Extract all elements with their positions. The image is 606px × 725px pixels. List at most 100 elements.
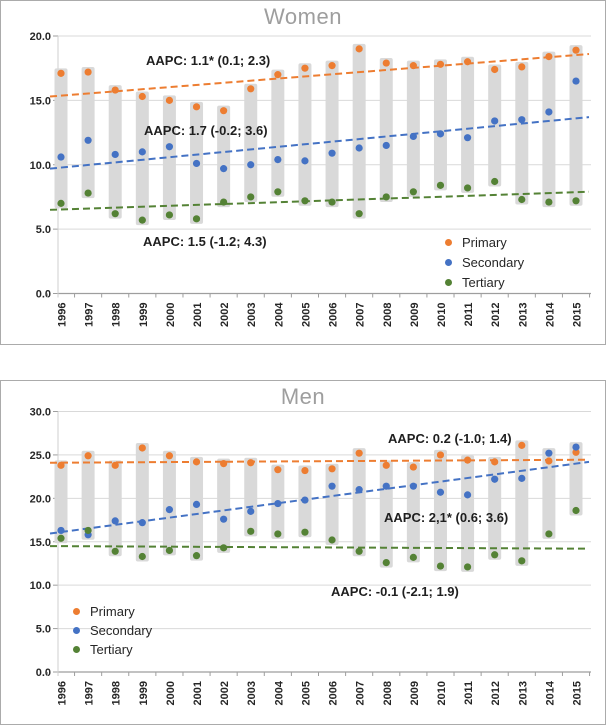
data-point-tertiary-2012 [491,177,499,186]
trendline-primary [49,53,590,98]
data-point-primary-2005 [301,64,309,72]
data-point-secondary-2009 [409,132,417,141]
data-point-tertiary-2002 [220,544,228,552]
legend-item-primary: Primary [73,602,152,621]
data-point-primary-2009 [409,463,417,471]
data-point-secondary-2015 [572,77,580,85]
range-bar [54,460,68,544]
data-point-secondary-2010 [436,488,445,496]
data-point-tertiary-2003 [247,193,255,201]
x-tick-label: 2000 [165,681,177,705]
x-tick-label: 2013 [517,681,529,705]
x-tick-label: 2008 [382,303,394,327]
range-bar [81,67,95,199]
data-point-secondary-2012 [491,475,499,483]
x-tick-label: 2001 [192,681,204,705]
range-bar [135,91,149,226]
data-point-secondary-2004 [274,499,282,508]
data-point-secondary-1998 [111,150,119,159]
data-point-tertiary-2011 [463,563,472,571]
data-point-secondary-2013 [518,474,526,482]
x-tick-label: 2015 [571,681,583,705]
x-tick-label: 2003 [246,303,258,327]
data-point-secondary-2015 [572,443,580,451]
men-legend: Primary Secondary Tertiary [73,602,152,659]
y-tick-label: 5.0 [36,224,51,236]
data-point-primary-2015 [572,448,580,456]
data-point-primary-2006 [328,465,336,473]
data-point-tertiary-2002 [220,198,228,206]
range-bar [271,69,285,197]
data-point-secondary-2005 [301,496,309,504]
data-point-primary-1998 [111,461,119,469]
data-point-secondary-2006 [328,482,336,490]
range-bar [488,456,502,560]
data-point-secondary-1996 [57,526,65,535]
data-point-tertiary-2007 [355,547,363,555]
data-point-primary-2012 [491,458,499,466]
tertiary-marker-icon [445,278,452,286]
data-point-primary-1996 [57,461,65,469]
data-point-tertiary-2006 [328,198,336,206]
data-point-tertiary-2014 [545,530,553,538]
x-tick-label: 2011 [463,681,475,705]
data-point-tertiary-1998 [111,210,119,218]
data-point-secondary-2005 [301,157,309,165]
data-point-primary-1999 [138,444,146,452]
data-point-primary-2003 [247,85,255,93]
data-point-primary-2009 [409,62,417,70]
x-tick-label: 2013 [517,303,529,327]
trendline-tertiary [49,190,590,211]
data-point-secondary-2002 [220,515,228,523]
y-tick-label: 0.0 [36,667,51,679]
data-point-secondary-2014 [545,108,553,116]
data-point-primary-2007 [355,45,363,53]
legend-item-secondary: Secondary [445,252,524,272]
x-tick-label: 1999 [138,681,150,705]
range-bar [352,43,366,219]
range-bar [461,455,475,572]
data-point-secondary-2012 [491,117,499,125]
data-point-tertiary-2012 [491,551,499,559]
aapc-annotation-women-tertiary: AAPC: 1.5 (-1.2; 4.3) [143,234,267,249]
data-point-primary-2006 [328,62,336,70]
data-point-primary-1997 [84,68,92,76]
range-bar [244,83,258,202]
data-point-secondary-2002 [220,165,228,173]
women-chart-title: Women [264,4,342,29]
data-point-secondary-2007 [355,486,363,494]
data-point-secondary-2001 [192,159,201,168]
data-point-primary-2010 [436,60,445,68]
data-point-tertiary-2001 [192,552,201,560]
data-point-tertiary-2009 [409,553,417,561]
legend-item-primary: Primary [445,232,524,252]
data-point-secondary-2013 [518,116,526,124]
x-tick-label: 2000 [165,303,177,327]
range-bar [217,458,231,553]
data-point-primary-2011 [463,456,472,464]
y-tick-label: 25.0 [30,450,51,462]
data-point-tertiary-2010 [436,181,445,189]
y-tick-label: 0.0 [36,289,51,301]
data-point-primary-2004 [274,466,282,474]
x-tick-label: 2002 [219,681,231,705]
aapc-annotation-men-tertiary: AAPC: -0.1 (-2.1; 1.9) [331,584,459,599]
data-point-primary-2001 [192,458,201,466]
range-bar [325,463,339,546]
range-bar [108,460,122,557]
data-point-primary-1999 [138,92,146,101]
women-chart-panel: 0.0 5.0 10.0 15.0 20.0 1996 1997 1998 1999 2000 20… [0,0,606,345]
data-point-secondary-1998 [111,517,119,525]
range-bar [515,61,529,205]
data-point-tertiary-2010 [436,562,445,570]
x-tick-label: 2006 [328,681,340,705]
data-point-primary-2015 [572,46,580,54]
men-chart-panel: 0.0 5.0 10.0 15.0 20.0 25.0 30.0 1996 1997 1998 19… [0,380,606,725]
x-tick-label: 2006 [328,303,340,327]
range-bar [406,60,420,197]
legend-item-tertiary: Tertiary [445,272,524,292]
aapc-annotation-men-primary: AAPC: 0.2 (-1.0; 1.4) [388,431,512,446]
data-point-secondary-2001 [192,500,201,509]
range-bar [162,95,176,220]
data-point-secondary-2007 [355,144,363,152]
